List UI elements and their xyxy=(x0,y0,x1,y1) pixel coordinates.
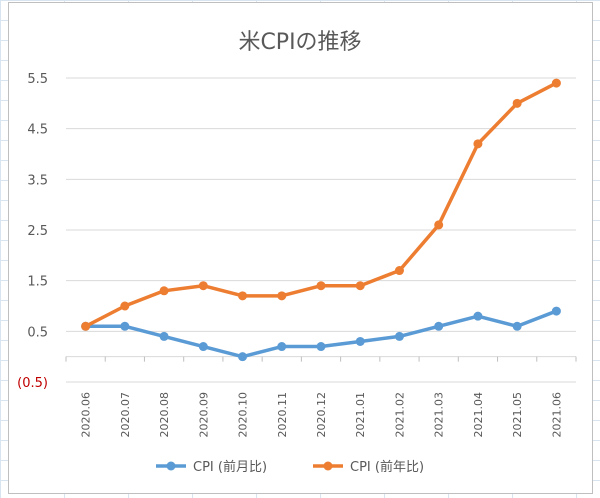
x-tick-label: 2020.10 xyxy=(237,392,250,438)
data-point xyxy=(512,321,522,331)
data-point xyxy=(277,291,287,301)
data-point xyxy=(316,281,326,291)
x-tick-label: 2020.07 xyxy=(119,392,132,438)
y-tick-label: 4.5 xyxy=(27,123,48,138)
x-tick-label: 2021.03 xyxy=(433,392,446,438)
data-point xyxy=(81,321,91,331)
y-tick-label: 3.5 xyxy=(27,173,48,188)
data-point xyxy=(551,78,561,88)
y-tick-label: 5.5 xyxy=(27,72,48,87)
legend-marker xyxy=(166,461,176,471)
data-point xyxy=(277,342,287,352)
chart-area[interactable] xyxy=(8,2,593,494)
y-tick-label: 2.5 xyxy=(27,224,48,239)
chart-title: 米CPIの推移 xyxy=(238,30,361,55)
y-axis-ticks: 5.5 4.5 3.5 2.5 1.5 0.5 (0.5) xyxy=(17,72,48,391)
x-tick-label: 2020.06 xyxy=(80,392,93,438)
data-point xyxy=(120,321,130,331)
legend-marker xyxy=(323,461,333,471)
data-point xyxy=(434,321,444,331)
gridlines xyxy=(65,77,577,383)
x-tick-label: 2020.11 xyxy=(276,392,289,438)
data-point xyxy=(159,286,169,296)
legend[interactable]: CPI (前月比) CPI (前年比) xyxy=(156,459,424,475)
x-axis-ticks: 2020.06 2020.07 2020.08 2020.09 2020.10 2020.… xyxy=(80,392,564,438)
data-point xyxy=(473,139,483,149)
data-point xyxy=(316,342,326,352)
data-point xyxy=(473,311,483,321)
x-tick-label: 2020.09 xyxy=(197,392,210,438)
x-tick-label: 2021.05 xyxy=(511,392,524,438)
data-point xyxy=(355,281,365,291)
y-tick-label: (0.5) xyxy=(17,376,48,391)
x-tick-label: 2020.08 xyxy=(158,392,171,438)
data-point xyxy=(198,281,208,291)
x-tick-label: 2021.02 xyxy=(393,392,406,438)
x-tick-label: 2021.04 xyxy=(472,392,485,438)
data-point xyxy=(238,352,248,362)
data-point xyxy=(394,331,404,341)
y-tick-label: 0.5 xyxy=(27,325,48,340)
data-point xyxy=(120,301,130,311)
data-point xyxy=(394,266,404,276)
series-lines xyxy=(81,78,561,362)
y-tick-label: 1.5 xyxy=(27,275,48,290)
data-point xyxy=(551,306,561,316)
data-point xyxy=(159,331,169,341)
data-point xyxy=(512,98,522,108)
legend-label: CPI (前月比) xyxy=(193,459,267,475)
x-tick-label: 2021.06 xyxy=(550,392,563,438)
data-point xyxy=(198,342,208,352)
data-point xyxy=(434,220,444,230)
x-tick-label: 2020.12 xyxy=(315,392,328,438)
legend-label: CPI (前年比) xyxy=(350,459,424,475)
data-point xyxy=(238,291,248,301)
x-tick-label: 2021.01 xyxy=(354,392,367,438)
data-point xyxy=(355,336,365,346)
